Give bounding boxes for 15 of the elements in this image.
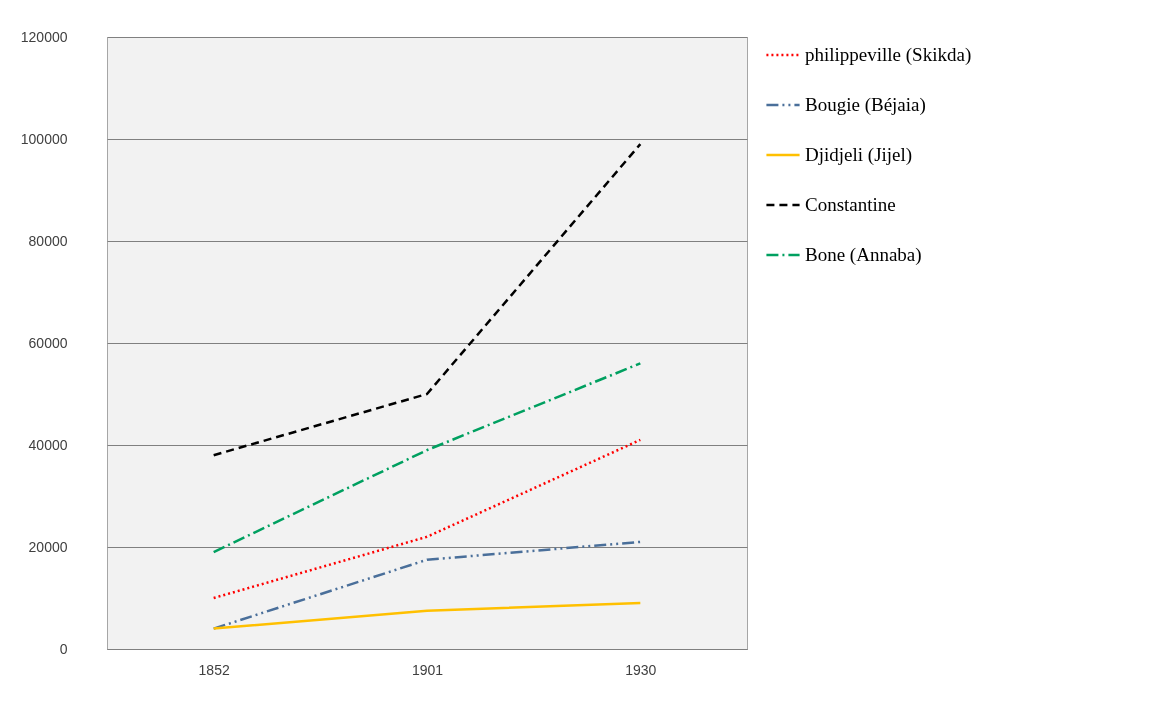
x-tick-label: 1930 <box>625 661 657 678</box>
legend-label: philippeville (Skikda) <box>805 44 972 66</box>
legend-label: Djidjeli (Jijel) <box>805 144 913 166</box>
x-tick-label: 1852 <box>198 661 230 678</box>
legend-label: Bone (Annaba) <box>805 244 922 266</box>
y-tick-label: 120000 <box>20 28 68 45</box>
y-tick-label: 100000 <box>20 130 68 147</box>
legend-label: Bougie (Béjaia) <box>805 94 926 116</box>
y-tick-label: 20000 <box>28 538 68 555</box>
x-tick-label: 1901 <box>411 661 444 678</box>
y-tick-label: 60000 <box>28 334 68 351</box>
y-tick-label: 40000 <box>28 436 68 453</box>
y-tick-label: 0 <box>59 640 68 657</box>
y-tick-label: 80000 <box>28 232 68 249</box>
legend-label: Constantine <box>805 194 896 215</box>
